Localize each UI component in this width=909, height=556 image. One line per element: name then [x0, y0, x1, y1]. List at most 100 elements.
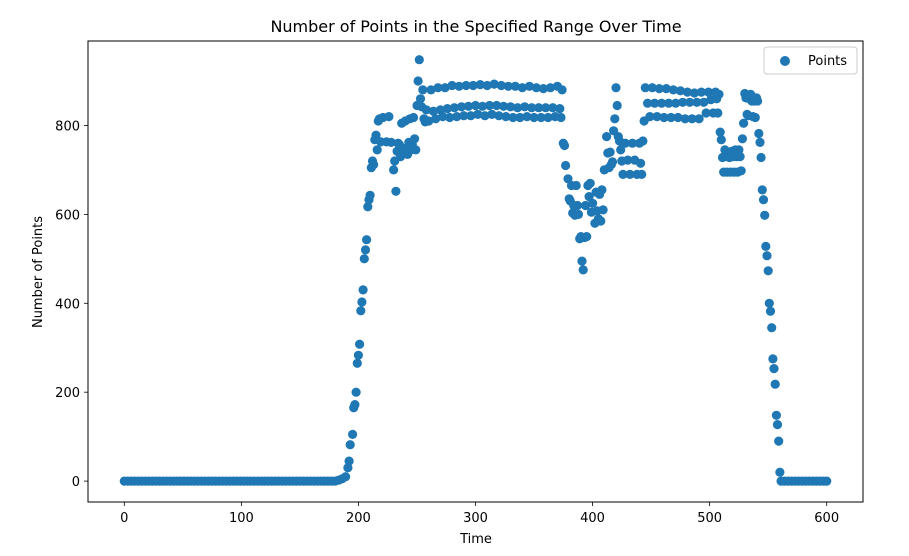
scatter-point: [534, 103, 544, 113]
scatter-point: [640, 83, 650, 93]
y-tick-label: 600: [55, 208, 80, 223]
x-tick-label: 600: [814, 511, 839, 526]
scatter-point: [556, 112, 566, 123]
scatter-point: [555, 104, 565, 114]
scatter-point: [623, 155, 633, 165]
scatter-point: [701, 108, 711, 118]
y-tick-label: 800: [55, 119, 80, 134]
scatter-point: [543, 112, 553, 123]
scatter-point: [625, 169, 635, 179]
scatter-point: [480, 111, 490, 121]
scatter-point: [440, 83, 450, 93]
scatter-point: [470, 100, 481, 111]
scatter-point: [496, 80, 506, 91]
x-tick-label: 0: [120, 511, 128, 526]
scatter-point: [494, 111, 504, 121]
scatter-point: [415, 94, 426, 104]
scatter-point: [531, 83, 542, 93]
scatter-point: [716, 135, 726, 145]
scatter-point: [463, 101, 474, 111]
x-axis: 0 100 200 300 400 500 600: [120, 502, 839, 526]
scatter-point: [612, 100, 622, 111]
scatter-point: [582, 232, 592, 242]
scatter-point: [520, 102, 530, 112]
y-axis-label: Number of Points: [31, 216, 46, 328]
scatter-point: [352, 358, 362, 368]
scatter-point: [739, 118, 749, 128]
scatter-point: [602, 132, 612, 142]
x-tick-label: 300: [463, 511, 488, 526]
scatter-point: [365, 190, 375, 200]
x-tick-label: 400: [580, 511, 605, 526]
scatter-point: [517, 83, 527, 93]
scatter-point: [410, 134, 420, 144]
scatter-point: [578, 265, 588, 275]
scatter-point: [341, 472, 351, 482]
scatter-point: [536, 112, 546, 123]
scatter-point: [503, 81, 513, 91]
scatter-point: [671, 98, 681, 108]
scatter-point: [682, 87, 693, 97]
scatter-point: [431, 114, 441, 124]
scatter-point: [767, 323, 777, 333]
scatter-point: [685, 97, 695, 107]
scatter-point: [487, 109, 497, 119]
scatter-point: [360, 245, 371, 255]
scatter-point: [652, 112, 662, 122]
scatter-point: [666, 112, 676, 123]
scatter-point: [529, 112, 539, 123]
scatter-point: [757, 185, 767, 195]
scatter-point: [418, 85, 428, 95]
scatter-point: [689, 88, 700, 98]
scatter-point: [678, 97, 688, 107]
scatter-point: [371, 130, 381, 140]
scatter-point: [753, 96, 763, 106]
scatter-point: [449, 103, 459, 113]
scatter-point: [650, 98, 660, 108]
scatter-point: [515, 112, 525, 123]
scatter-point: [561, 160, 571, 171]
scatter-point: [438, 112, 448, 122]
legend-marker: [780, 56, 790, 66]
scatter-point: [559, 140, 570, 151]
y-axis: 0 200 400 600 800: [55, 119, 88, 490]
scatter-point: [768, 354, 778, 364]
scatter-point: [350, 400, 360, 410]
scatter-point: [715, 127, 725, 137]
scatter-point: [524, 81, 535, 91]
scatter-point: [762, 251, 772, 261]
scatter-point: [754, 128, 764, 139]
scatter-point: [424, 116, 434, 126]
scatter-point: [620, 138, 630, 148]
scatter-point: [822, 476, 832, 486]
scatter-point: [541, 103, 551, 113]
scatter-point: [447, 80, 457, 91]
scatter-point: [775, 467, 785, 477]
scatter-point: [355, 339, 365, 349]
legend: Points: [763, 46, 858, 75]
scatter-point: [758, 195, 769, 205]
scatter-point: [605, 147, 615, 157]
scatter-point: [484, 100, 495, 111]
scatter-point: [506, 102, 516, 112]
scatter-point: [696, 87, 707, 97]
scatter-point: [657, 98, 667, 108]
y-tick-label: 400: [55, 297, 80, 312]
scatter-point: [763, 266, 773, 276]
scatter-point: [647, 83, 657, 93]
scatter-point: [597, 185, 607, 195]
scatter-point: [548, 103, 558, 113]
scatter-point: [492, 100, 502, 111]
scatter-point: [411, 145, 421, 155]
scatter-point: [362, 235, 372, 245]
scatter-point: [577, 256, 587, 266]
scatter-point: [771, 410, 782, 420]
scatter-point: [344, 456, 354, 466]
scatter-point: [348, 429, 358, 439]
scatter-point: [454, 81, 464, 91]
scatter-point: [765, 306, 776, 316]
scatter-point: [557, 85, 567, 95]
scatter-point: [703, 87, 714, 97]
scatter-point: [345, 440, 355, 450]
